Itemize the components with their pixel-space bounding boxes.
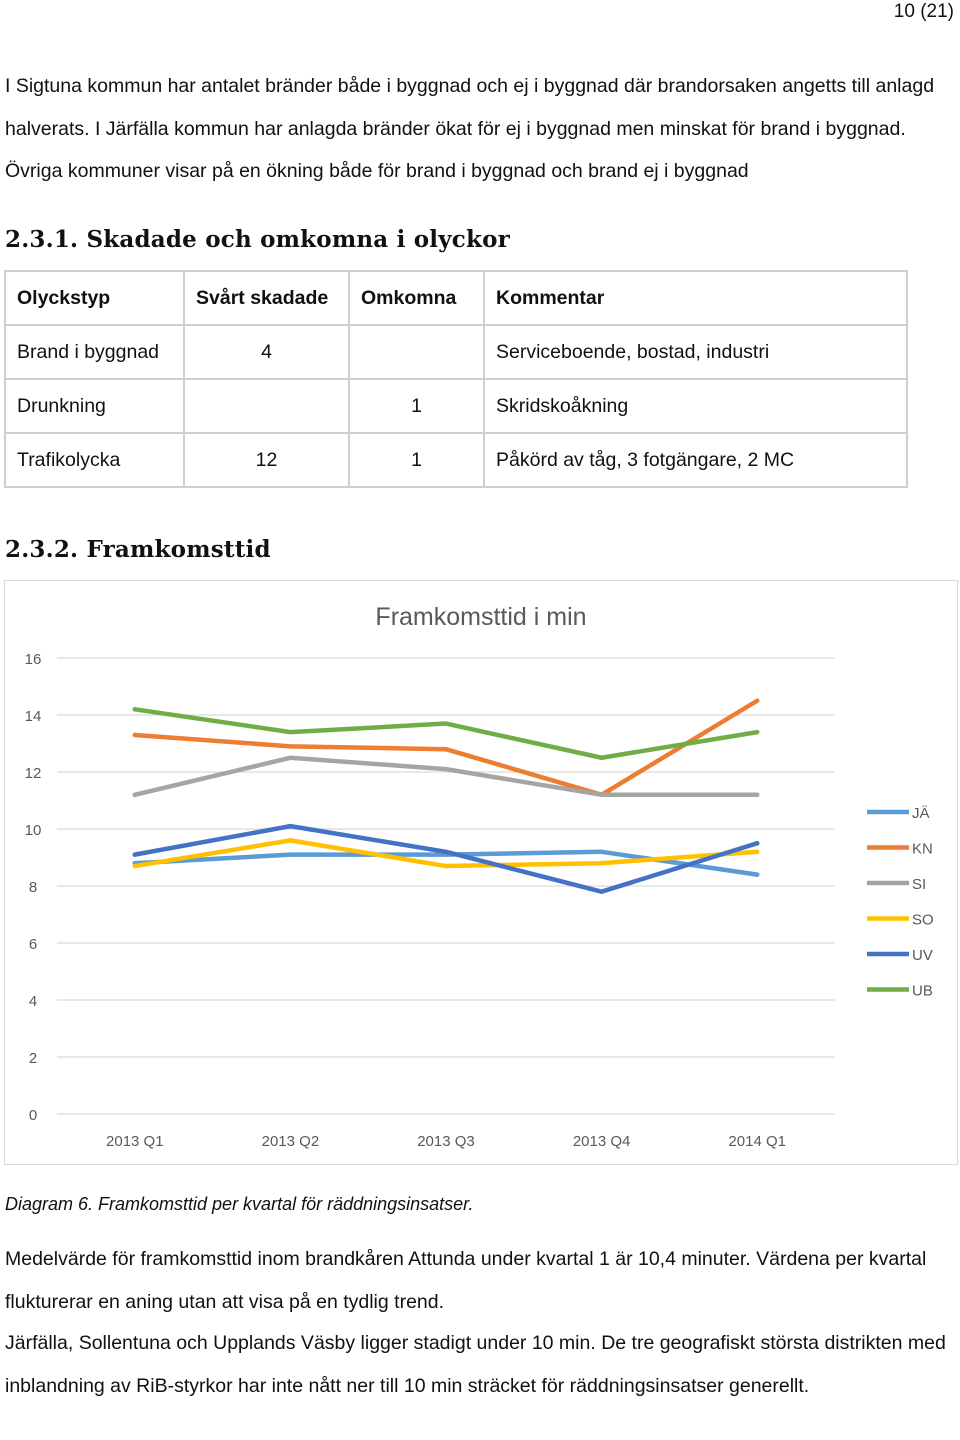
table-cell: 4 (183, 324, 350, 380)
data-point (755, 872, 760, 877)
x-tick-label: 2013 Q4 (573, 1133, 631, 1150)
data-point (288, 744, 293, 749)
y-tick-label: 0 (29, 1107, 37, 1124)
table-cell: 12 (183, 432, 350, 488)
data-point (132, 852, 137, 857)
data-point (443, 721, 449, 726)
data-point (755, 849, 760, 854)
data-point (755, 698, 760, 703)
chart-svg: Framkomsttid i min 0 2 4 6 8 10 12 14 16 2013 Q1… (25, 603, 934, 1150)
data-point (132, 707, 137, 712)
data-point (755, 729, 760, 735)
y-tick-label: 2 (29, 1050, 37, 1067)
data-point (288, 755, 293, 760)
x-axis-ticks: 2013 Q1 2013 Q2 2013 Q3 2013 Q4 2014 Q1 (106, 1133, 786, 1150)
data-point (443, 849, 449, 854)
x-tick-label: 2013 Q2 (262, 1133, 320, 1150)
table-cell: 1 (348, 378, 485, 434)
figure-caption: Diagram 6. Framkomsttid per kvartal för … (5, 1194, 474, 1214)
table-cell: Skridskoåkning (483, 378, 908, 434)
table-header-cell: Kommentar (483, 270, 908, 326)
y-tick-label: 10 (25, 822, 42, 839)
data-point (443, 747, 449, 752)
table-header-cell: Svårt skadade (183, 270, 350, 326)
table-header-row: Olyckstyp Svårt skadade Omkomna Kommenta… (4, 270, 908, 326)
y-tick-label: 16 (25, 651, 42, 668)
chart-title: Framkomsttid i min (375, 603, 586, 631)
legend-label: SI (912, 876, 926, 893)
x-tick-label: 2013 Q3 (417, 1133, 475, 1150)
data-point (132, 792, 137, 797)
legend-label: SO (912, 912, 934, 929)
table-header-cell: Omkomna (348, 270, 485, 326)
data-point (288, 852, 293, 857)
y-tick-label: 6 (29, 936, 37, 953)
table-cell: 1 (348, 432, 485, 488)
table-cell (348, 324, 485, 380)
data-point (288, 823, 293, 829)
table-cell: Brand i byggnad (4, 324, 185, 380)
x-tick-label: 2014 Q1 (728, 1133, 786, 1150)
chart-gridlines (57, 657, 835, 1115)
table-header-cell: Olyckstyp (4, 270, 185, 326)
data-point (599, 889, 604, 894)
chart-series (132, 698, 760, 894)
y-tick-label: 4 (29, 993, 37, 1010)
paragraph-districts: Järfälla, Sollentuna och Upplands Väsby … (5, 1332, 946, 1397)
legend-label: JÄ (912, 805, 930, 822)
table-cell: Serviceboende, bostad, industri (483, 324, 908, 380)
data-point (599, 849, 604, 854)
table-cell (183, 378, 350, 434)
y-tick-label: 12 (25, 765, 42, 782)
x-tick-label: 2013 Q1 (106, 1133, 164, 1150)
legend-label: KN (912, 841, 933, 858)
intro-paragraph: I Sigtuna kommun har antalet bränder båd… (5, 75, 935, 182)
data-point (755, 841, 760, 846)
y-tick-label: 8 (29, 879, 37, 896)
table-cell: Drunkning (4, 378, 185, 434)
legend-label: UB (912, 983, 933, 1000)
legend-label: UV (912, 947, 933, 964)
data-point (132, 732, 137, 738)
page-number: 10 (21) (893, 1, 954, 22)
chart-legend: JÄ KN SI SO UV UB (867, 805, 934, 1000)
series-line-si (132, 755, 760, 798)
data-point (443, 766, 449, 772)
table-row: Trafikolycka 12 1 Påkörd av tåg, 3 fotgä… (4, 432, 908, 488)
data-point (599, 792, 604, 797)
data-point (599, 755, 604, 760)
table-row: Drunkning 1 Skridskoåkning (4, 378, 908, 434)
table-row: Brand i byggnad 4 Serviceboende, bostad,… (4, 324, 908, 380)
table-cell: Trafikolycka (4, 432, 185, 488)
data-point (288, 838, 293, 843)
y-axis-ticks: 0 2 4 6 8 10 12 14 16 (25, 651, 42, 1124)
section-heading-injuries: 2.3.1. Skadade och omkomna i olyckor (5, 226, 510, 253)
paragraph-average: Medelvärde för framkomsttid inom brandkå… (5, 1248, 927, 1313)
section-heading-response-time: 2.3.2. Framkomsttid (5, 536, 271, 563)
data-point (132, 863, 137, 869)
data-point (288, 729, 293, 735)
response-time-chart: Framkomsttid i min 0 2 4 6 8 10 12 14 16 2013 Q1… (4, 580, 958, 1165)
data-point (599, 861, 604, 866)
y-tick-label: 14 (25, 708, 42, 725)
table-cell: Påkörd av tåg, 3 fotgängare, 2 MC (483, 432, 908, 488)
data-point (755, 792, 760, 797)
data-point (443, 863, 449, 869)
accident-table: Olyckstyp Svårt skadade Omkomna Kommenta… (4, 270, 908, 488)
